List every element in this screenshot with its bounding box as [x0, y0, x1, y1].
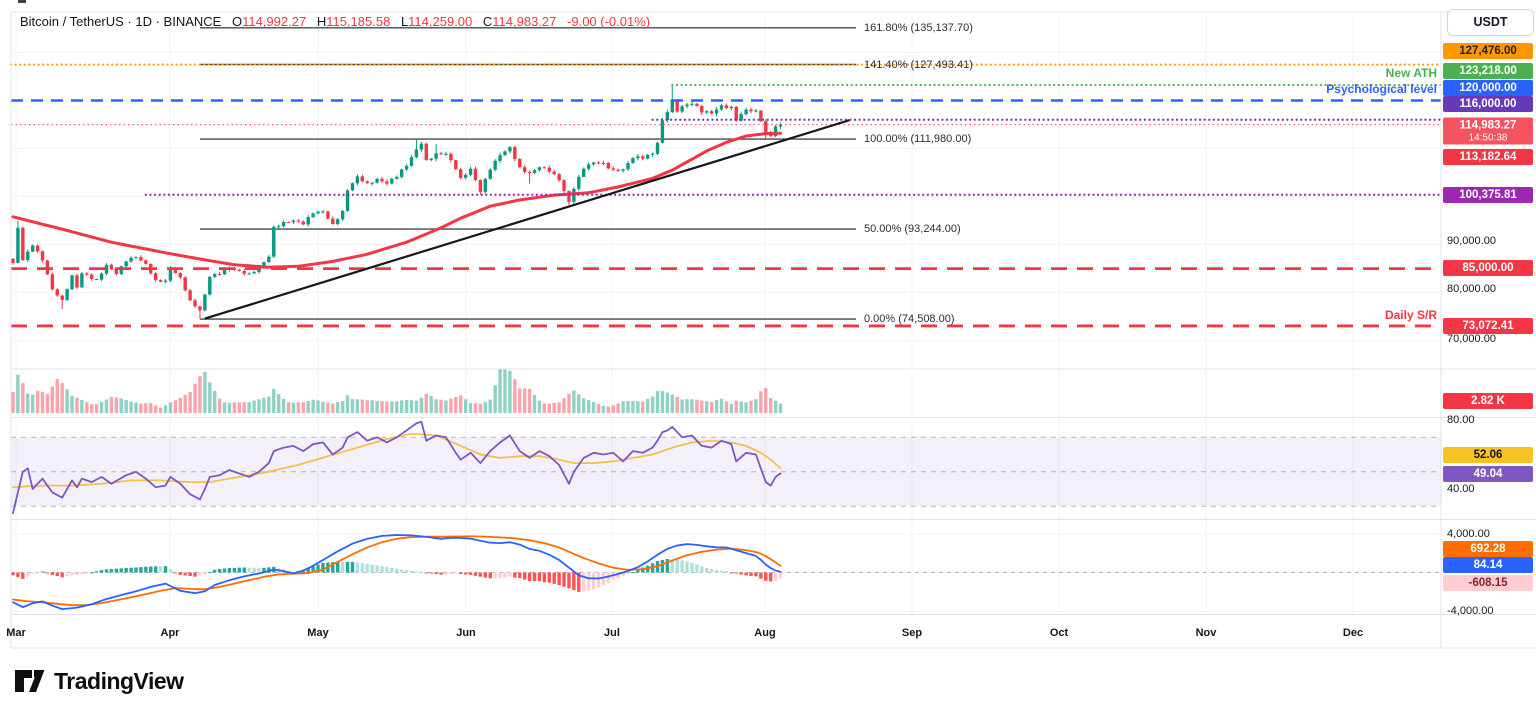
price-axis-badge: 52.06 — [1443, 447, 1533, 463]
price-axis-badge: 73,072.41 — [1443, 318, 1533, 334]
price-axis-badge: 692.28 — [1443, 541, 1533, 557]
price-axis-badge: 116,000.00 — [1443, 96, 1533, 112]
month-label[interactable]: Mar — [6, 627, 26, 639]
axis-value-label[interactable]: 70,000.00 — [1447, 333, 1496, 345]
month-label[interactable]: Aug — [754, 627, 776, 639]
ohlc-high-value: 115,185.58 — [326, 14, 391, 29]
change-value: -9.00 (-0.01%) — [567, 14, 651, 29]
fib-level-label: 50.00% (93,244.00) — [864, 223, 961, 236]
month-label[interactable]: Jul — [604, 627, 620, 639]
moving-average-layer[interactable] — [11, 131, 782, 269]
fib-retracement-layer[interactable] — [200, 27, 856, 320]
price-axis-badge: 84.14 — [1443, 557, 1533, 573]
ohlc-low-key: L — [400, 14, 409, 29]
month-label[interactable]: Jun — [456, 627, 476, 639]
chart-legend[interactable]: Bitcoin / TetherUS · 1D · BINANCE O114,9… — [20, 14, 650, 29]
price-axis-badge: 100,375.81 — [1443, 187, 1533, 203]
month-label[interactable]: Sep — [901, 627, 923, 639]
price-axis-badge: 123,218.00 — [1443, 63, 1533, 79]
price-axis-badge: 85,000.00 — [1443, 260, 1533, 276]
axis-value-label[interactable]: 40.00 — [1447, 483, 1475, 495]
ohlc-low-value: 114,259.00 — [408, 14, 473, 29]
level-annotation: Psychological level — [1326, 82, 1437, 96]
month-label[interactable]: Dec — [1342, 627, 1364, 639]
month-label[interactable]: Apr — [160, 627, 180, 639]
tradingview-logo-text: TradingView — [54, 667, 184, 694]
tradingview-logo-icon — [15, 670, 45, 692]
axis-value-label[interactable]: 4,000.00 — [1447, 528, 1490, 540]
month-label[interactable]: May — [307, 627, 329, 639]
currency-toggle-button[interactable]: USDT — [1447, 9, 1534, 36]
price-axis-badge: 114,983.27 14:50:38 — [1443, 117, 1533, 145]
axis-value-label[interactable]: -4,000.00 — [1447, 605, 1494, 617]
ohlc-close-value: 114,983.27 — [492, 14, 557, 29]
month-label[interactable]: Oct — [1049, 627, 1069, 639]
symbol-info[interactable]: Bitcoin / TetherUS · 1D · BINANCE — [20, 14, 222, 29]
ohlc-open-value: 114,992.27 — [242, 14, 307, 29]
axis-value-label[interactable]: 80,000.00 — [1447, 283, 1496, 295]
tradingview-logo[interactable]: TradingView — [14, 666, 184, 696]
level-annotation: New ATH — [1385, 66, 1437, 80]
price-axis-badge: 2.82 K — [1443, 393, 1533, 409]
month-label[interactable]: Nov — [1195, 627, 1217, 639]
fib-level-label: 141.40% (127,493.41) — [864, 58, 973, 71]
ohlc-close-key: C — [482, 14, 493, 29]
level-annotation: Daily S/R — [1384, 308, 1437, 322]
fib-level-label: 161.80% (135,137.70) — [864, 21, 973, 34]
price-axis-badge: 120,000.00 — [1443, 80, 1533, 96]
ohlc-high-key: H — [316, 14, 327, 29]
rsi-layer — [12, 420, 782, 514]
macd-layer — [11, 534, 783, 610]
drawn-levels-layer[interactable] — [9, 63, 1443, 328]
pane-borders-layer — [10, 11, 1536, 649]
price-axis-badge: 49.04 — [1443, 466, 1533, 482]
toolbar-artifact — [18, 0, 26, 3]
fib-level-label: 0.00% (74,508.00) — [864, 313, 955, 326]
price-axis-badge: 113,182.64 — [1443, 149, 1533, 165]
last-price-time: 14:50:38 — [1468, 132, 1508, 144]
candles-layer — [11, 85, 783, 320]
trendline-layer[interactable] — [204, 119, 850, 320]
price-axis-badge: 127,476.00 — [1443, 43, 1533, 59]
volume-layer — [11, 369, 783, 413]
gridlines-layer — [11, 12, 1441, 615]
price-axis-badge: -608.15 — [1443, 575, 1533, 591]
axis-value-label[interactable]: 90,000.00 — [1447, 235, 1496, 247]
rsi-band-layer — [11, 436, 1441, 573]
ohlc-open-key: O — [231, 14, 243, 29]
axis-value-label[interactable]: 80.00 — [1447, 414, 1475, 426]
fib-level-label: 100.00% (111,980.00) — [864, 133, 972, 146]
